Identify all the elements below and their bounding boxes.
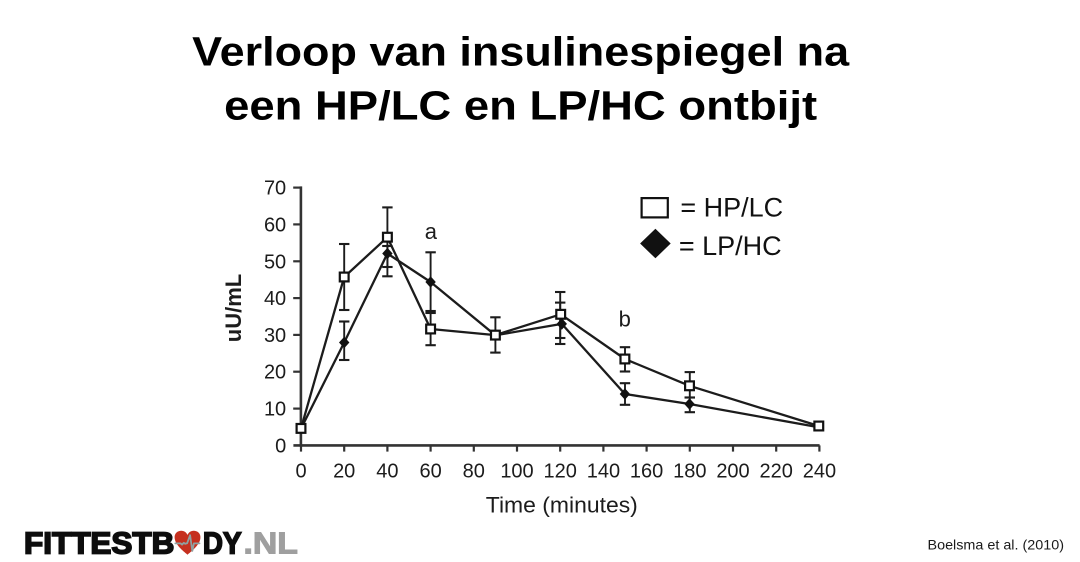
svg-text:30: 30 (264, 325, 286, 347)
svg-text:0: 0 (295, 460, 306, 482)
svg-text:120: 120 (544, 460, 577, 482)
svg-text:b: b (619, 307, 631, 332)
svg-text:40: 40 (376, 460, 398, 482)
svg-text:Boelsma et al. (2010): Boelsma et al. (2010) (928, 537, 1065, 553)
svg-text:10: 10 (264, 399, 286, 421)
svg-text:uU/mL: uU/mL (221, 274, 246, 342)
svg-text:DY: DY (203, 526, 242, 561)
svg-text:60: 60 (419, 460, 441, 482)
svg-text:0: 0 (275, 435, 286, 457)
svg-text:a: a (425, 219, 438, 244)
svg-text:220: 220 (760, 460, 793, 482)
svg-text:= HP/LC: = HP/LC (680, 193, 783, 223)
svg-text:Time (minutes): Time (minutes) (486, 493, 638, 518)
svg-text:20: 20 (264, 362, 286, 384)
svg-text:60: 60 (264, 214, 286, 236)
svg-text:160: 160 (630, 460, 663, 482)
svg-text:140: 140 (587, 460, 620, 482)
svg-text:70: 70 (264, 178, 286, 200)
svg-text:= LP/HC: = LP/HC (679, 231, 782, 261)
svg-text:180: 180 (673, 460, 706, 482)
svg-text:Verloop van insulinespiegel na: Verloop van insulinespiegel na (192, 29, 850, 75)
svg-text:240: 240 (803, 460, 836, 482)
svg-text:.NL: .NL (244, 526, 298, 561)
svg-text:200: 200 (716, 460, 749, 482)
svg-text:een HP/LC en LP/HC ontbijt: een HP/LC en LP/HC ontbijt (224, 83, 817, 129)
svg-text:80: 80 (463, 460, 485, 482)
svg-text:50: 50 (264, 251, 286, 273)
svg-text:FITTESTB: FITTESTB (24, 526, 174, 561)
svg-text:40: 40 (264, 288, 286, 310)
svg-text:20: 20 (333, 460, 355, 482)
svg-text:100: 100 (500, 460, 533, 482)
